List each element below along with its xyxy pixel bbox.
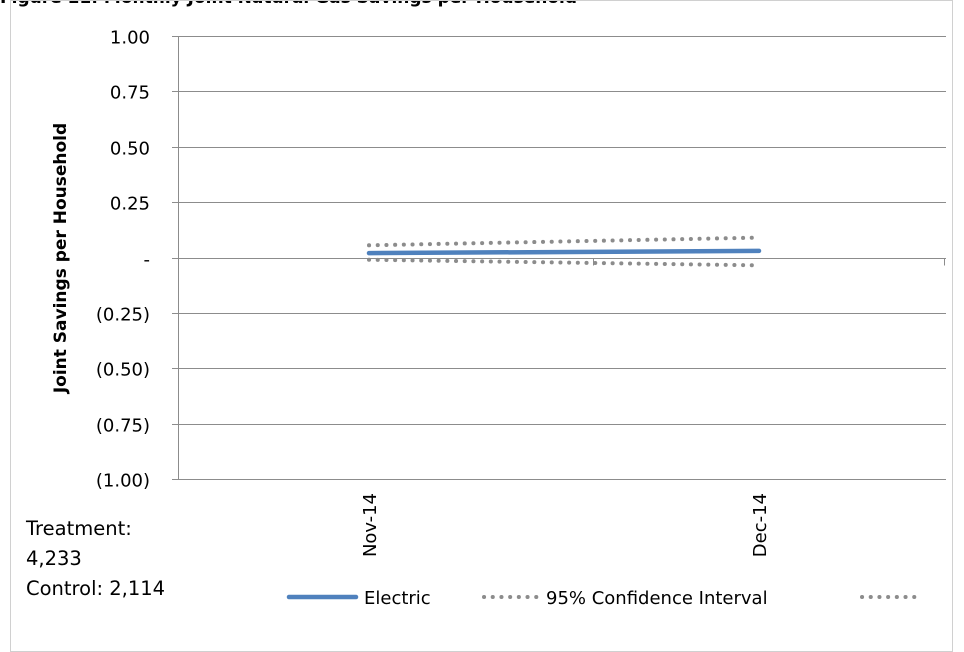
y-tick-label: - — [144, 250, 151, 271]
y-axis-label: Joint Savings per Household — [51, 123, 71, 394]
series-lines — [366, 235, 762, 268]
figure-caption: Figure 11: Monthly Joint Natural Gas Sav… — [0, 0, 577, 8]
x-tick-label: Dec-14 — [750, 493, 771, 557]
control-count: Control: 2,114 — [26, 577, 166, 600]
y-tick-labels: 1.00 0.75 0.50 0.25 - (0.25) (0.50) (0.75) (1.00… — [96, 28, 150, 492]
treatment-label: Treatment: — [26, 517, 132, 540]
series-line — [367, 257, 761, 268]
sample-counts: Treatment: 4,233 Control: 2,114 — [26, 514, 226, 604]
y-tick-label: 0.50 — [110, 139, 150, 160]
x-tick-labels: Nov-14 Dec-14 — [360, 493, 771, 557]
y-tick-label: (0.50) — [96, 360, 150, 381]
y-tick-label: 0.25 — [110, 194, 150, 215]
series-line — [367, 235, 761, 248]
series-line — [366, 248, 762, 256]
y-tick-label: 0.75 — [110, 83, 150, 104]
legend: Electric 95% Confidence Interval — [286, 588, 924, 609]
y-tick-label: 1.00 — [110, 28, 150, 49]
legend-label: Electric — [364, 588, 431, 609]
gridlines — [172, 36, 946, 480]
axes — [178, 36, 945, 479]
y-tick-label: (0.75) — [96, 416, 150, 437]
legend-label: 95% Confidence Interval — [546, 588, 768, 609]
treatment-value: 4,233 — [26, 547, 82, 570]
x-tick-label: Nov-14 — [360, 493, 381, 557]
y-tick-label: (0.25) — [96, 305, 150, 326]
y-tick-label: (1.00) — [96, 471, 150, 492]
